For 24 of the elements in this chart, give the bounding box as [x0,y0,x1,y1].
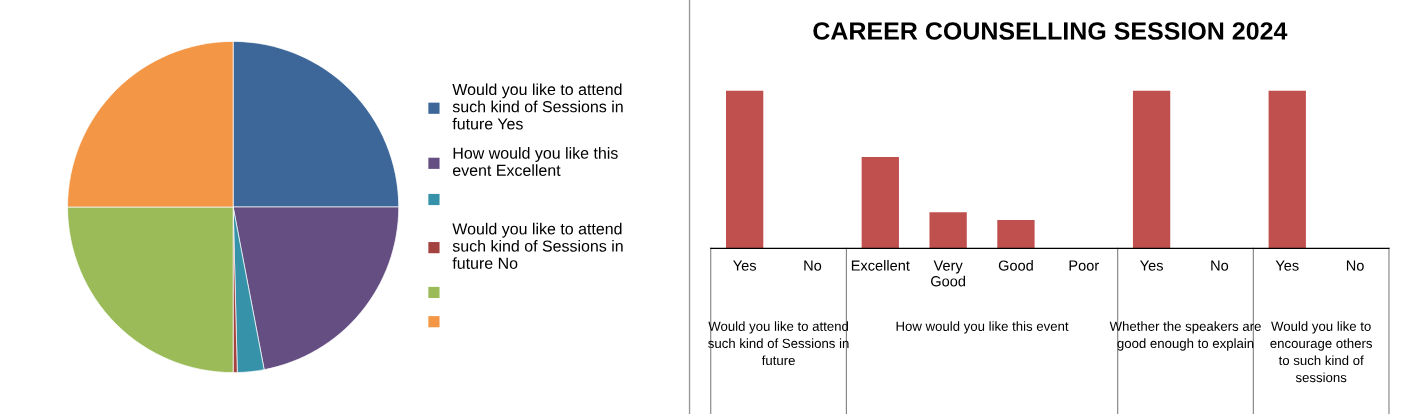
legend-label: Would you like to attend such kind of Sessions in future No [452,222,623,269]
x-tick-label: No [1346,260,1364,271]
text: Would you like to attend such kind of Sessions in future [708,321,849,366]
bar [861,156,899,249]
x-tick-label: Poor [1069,260,1099,271]
text: Would you like to encourage others to such kind of sessions [1270,321,1373,383]
bar [1132,90,1171,249]
bar [997,220,1035,249]
x-tick-label: No [804,260,822,271]
x-tick-label: Excellent [851,259,910,271]
x-tick-label: Yes [733,260,757,271]
text: Whether the speakers are good enough to explain [1109,321,1261,351]
x-tick-label: Yes [1275,260,1299,271]
bar [726,90,764,249]
bar [929,212,967,249]
x-tick-label: No [1211,260,1229,271]
legend-label: How would you like this event Excellent [452,147,618,176]
chart-title: CAREER COUNSELLING SESSION 2024 [813,22,1288,40]
legend-label: Would you like to attend such kind of Sessions in future Yes [452,83,623,130]
x-tick-label: Good [998,259,1033,271]
x-tick-label: Yes [1140,260,1163,271]
bar [1268,90,1306,249]
text: How would you like this event [896,321,1069,334]
x-tick-label: Very Good [931,260,966,287]
